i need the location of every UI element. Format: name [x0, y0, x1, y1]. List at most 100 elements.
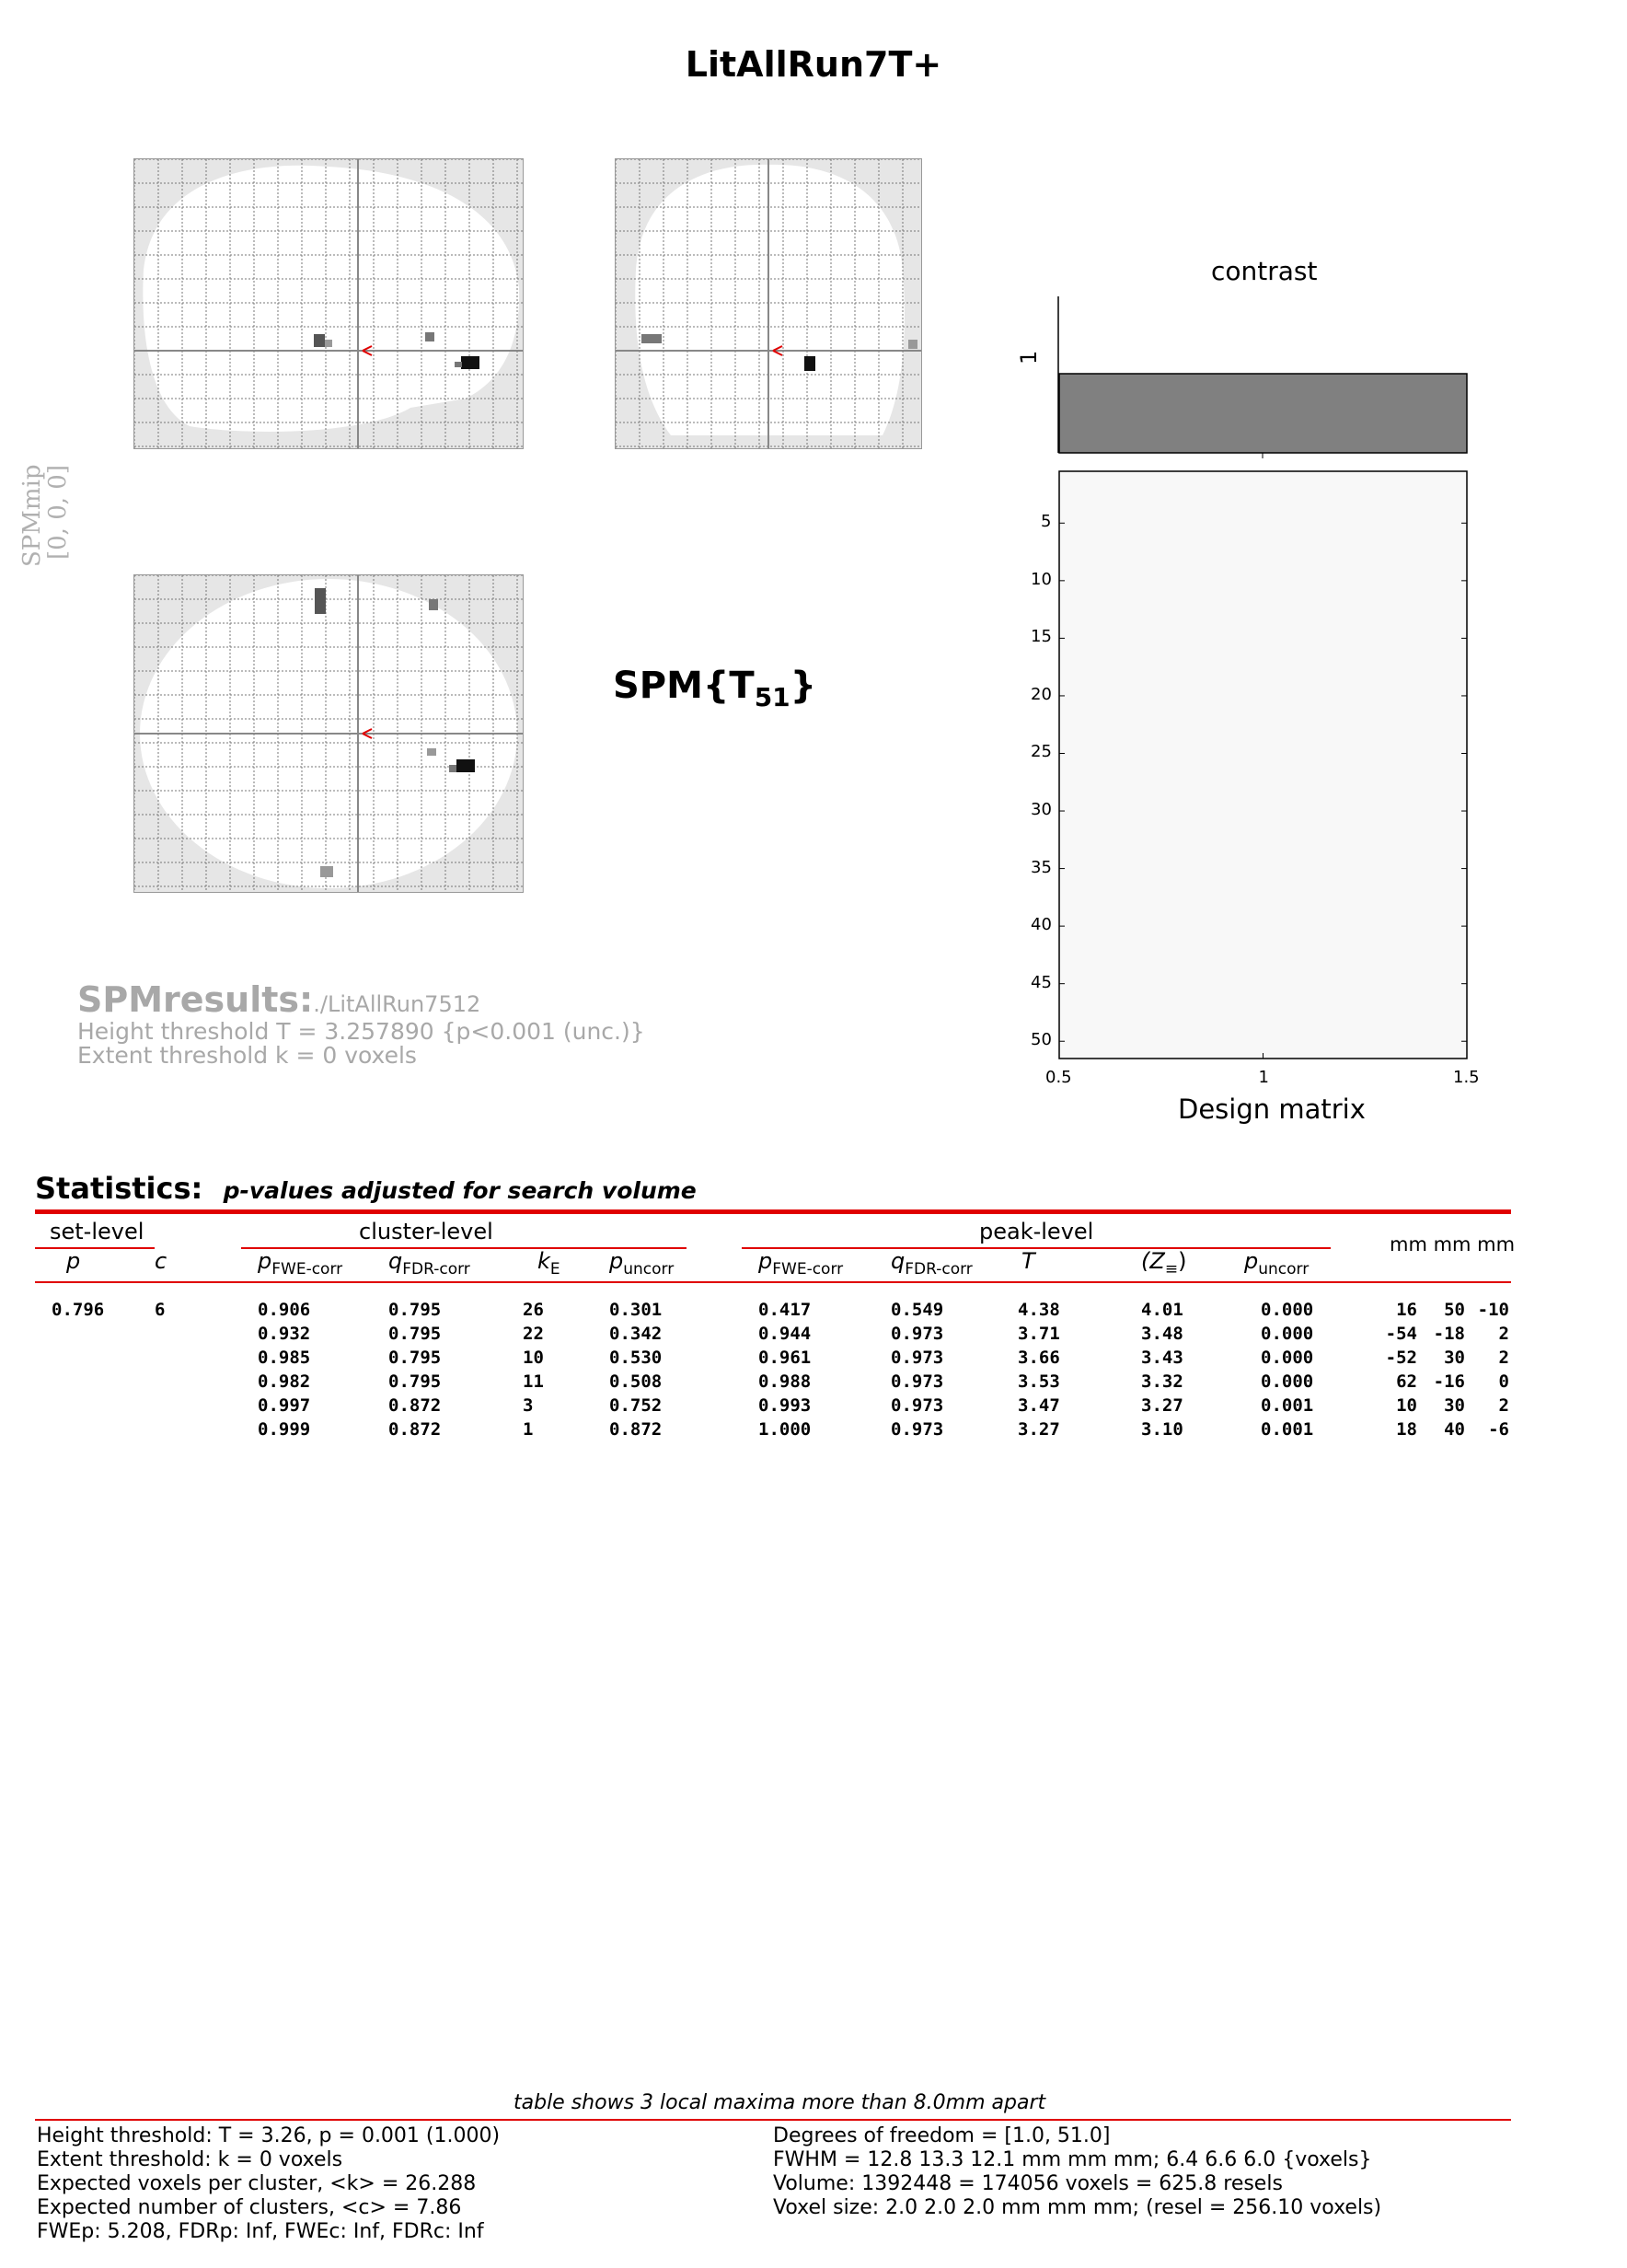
footer-left: Height threshold: T = 3.26, p = 0.001 (1… [37, 2124, 500, 2244]
table-cell-coord-y: 40 [1444, 1419, 1465, 1440]
table-cell-coord-y: 50 [1444, 1300, 1465, 1320]
table-cell-pk_pfwe: 0.961 [758, 1348, 812, 1368]
footer-left-line: Height threshold: T = 3.26, p = 0.001 (1… [37, 2124, 501, 2147]
y-tick-label: 20 [1031, 684, 1052, 704]
col-cluster-qfdr: qFDR-corr [388, 1248, 470, 1279]
footer-rule [35, 2119, 1511, 2121]
col-cluster-qfdr-sym: q [388, 1248, 403, 1274]
col-cluster-ke: kE [537, 1248, 560, 1279]
col-peak-punc-sub: uncorr [1258, 1259, 1310, 1279]
y-tick-label: 40 [1031, 915, 1052, 935]
contrast-title: contrast [1211, 256, 1318, 286]
table-cell-cl_qfdr: 0.872 [388, 1395, 442, 1416]
table-cell-coord-y: -18 [1433, 1324, 1465, 1344]
table-cell-cl_pfwe: 0.982 [258, 1371, 311, 1392]
col-peak-punc-sym: p [1244, 1248, 1259, 1274]
col-set-p: p [66, 1248, 81, 1274]
mip-coronal-view[interactable] [615, 158, 922, 449]
table-cell-ke: 26 [523, 1300, 544, 1320]
col-peak-pfwe: pFWE-corr [758, 1248, 843, 1279]
table-cell-cl_pfwe: 0.999 [258, 1419, 311, 1440]
table-cell-t: 3.53 [1018, 1371, 1060, 1392]
table-cell-coord-x: 10 [1396, 1395, 1417, 1416]
col-peak-pfwe-sub: FWE-corr [772, 1259, 844, 1279]
table-cell-cl_qfdr: 0.872 [388, 1419, 442, 1440]
statistics-heading: Statistics: p-values adjusted for search… [35, 1171, 697, 1206]
table-cell-pk_pfwe: 0.988 [758, 1371, 812, 1392]
spm-stat-name: SPM{T [613, 665, 755, 707]
table-cell-pk_punc: 0.001 [1261, 1419, 1314, 1440]
cluster-rule [241, 1247, 687, 1249]
footer-right-line: Degrees of freedom = [1.0, 51.0] [773, 2124, 1111, 2147]
results-heading: SPMresults: [77, 979, 314, 1020]
footer-left-line: FWEp: 5.208, FDRp: Inf, FWEc: Inf, FDRc:… [37, 2220, 484, 2243]
table-cell-cl_pfwe: 0.932 [258, 1324, 311, 1344]
table-cell-coord-zc: 2 [1498, 1348, 1509, 1368]
table-cell-cl_punc: 0.872 [609, 1419, 663, 1440]
table-cell-cl_punc: 0.342 [609, 1324, 663, 1344]
mip-sagittal-view[interactable] [133, 158, 524, 449]
spm-stat-df: 51 [754, 682, 790, 712]
table-cell-t: 4.38 [1018, 1300, 1060, 1320]
table-cell-z: 3.43 [1141, 1348, 1183, 1368]
col-peak-pfwe-sym: p [758, 1248, 773, 1274]
table-cell-z: 4.01 [1141, 1300, 1183, 1320]
table-cell-ke: 3 [523, 1395, 534, 1416]
table-cell-pk_punc: 0.000 [1261, 1300, 1314, 1320]
group-set-level: set-level [50, 1219, 144, 1244]
table-cell-cl_pfwe: 0.985 [258, 1348, 311, 1368]
col-cluster-punc: puncorr [609, 1248, 674, 1279]
table-cell-coord-zc: 2 [1498, 1324, 1509, 1344]
set-level-p: 0.796 [52, 1300, 105, 1320]
table-cell-coord-x: -54 [1385, 1324, 1417, 1344]
footer-right-line: FWHM = 12.8 13.3 12.1 mm mm mm; 6.4 6.6 … [773, 2148, 1372, 2171]
mip-axial-view[interactable] [133, 574, 524, 893]
statistics-title: Statistics: [35, 1171, 203, 1206]
y-tick-label: 45 [1031, 972, 1052, 992]
col-peak-z-sym: (Z [1141, 1248, 1165, 1274]
table-cell-ke: 1 [523, 1419, 534, 1440]
table-cell-coord-x: 62 [1396, 1371, 1417, 1392]
design-matrix-xlabel: Design matrix [1178, 1094, 1366, 1125]
statistics-subtitle: p-values adjusted for search volume [223, 1177, 697, 1204]
col-cluster-pfwe-sub: FWE-corr [271, 1259, 343, 1279]
y-tick-label: 10 [1031, 569, 1052, 589]
table-cell-ke: 10 [523, 1348, 544, 1368]
footer-right-line: Voxel size: 2.0 2.0 2.0 mm mm mm; (resel… [773, 2196, 1382, 2219]
col-set-c: c [155, 1248, 167, 1274]
col-cluster-ke-sub: E [549, 1259, 560, 1279]
spm-results-summary: SPMresults:./LitAllRun7512 Height thresh… [77, 979, 645, 1068]
table-cell-coord-x: 18 [1396, 1419, 1417, 1440]
col-peak-z: (Z≡) [1141, 1248, 1186, 1279]
table-cell-cl_qfdr: 0.795 [388, 1371, 442, 1392]
table-cell-pk_pfwe: 1.000 [758, 1419, 812, 1440]
table-cell-cl_pfwe: 0.906 [258, 1300, 311, 1320]
table-cell-cl_punc: 0.301 [609, 1300, 663, 1320]
group-peak-level: peak-level [979, 1219, 1094, 1244]
y-tick-label: 25 [1031, 742, 1052, 762]
col-cluster-qfdr-sub: FDR-corr [402, 1259, 470, 1279]
set-rule [35, 1247, 155, 1249]
mip-axial-image [134, 575, 523, 892]
table-cell-pk_qfdr: 0.973 [891, 1348, 944, 1368]
table-cell-pk_punc: 0.000 [1261, 1324, 1314, 1344]
col-peak-qfdr-sub: FDR-corr [905, 1259, 973, 1279]
group-coordinates: mm mm mm [1390, 1233, 1516, 1256]
table-cell-z: 3.48 [1141, 1324, 1183, 1344]
spm-statistic-label: SPM{T51} [613, 665, 816, 712]
table-top-rule [35, 1209, 1511, 1214]
table-cell-cl_qfdr: 0.795 [388, 1348, 442, 1368]
table-cell-pk_pfwe: 0.944 [758, 1324, 812, 1344]
footer-left-line: Expected number of clusters, <c> = 7.86 [37, 2196, 462, 2219]
table-cell-pk_pfwe: 0.417 [758, 1300, 812, 1320]
table-cell-pk_qfdr: 0.973 [891, 1419, 944, 1440]
y-tick-label: 30 [1031, 800, 1052, 820]
table-cell-coord-y: 30 [1444, 1395, 1465, 1416]
mip-coronal-image [616, 159, 921, 448]
table-cell-ke: 11 [523, 1371, 544, 1392]
table-cell-z: 3.27 [1141, 1395, 1183, 1416]
table-cell-cl_pfwe: 0.997 [258, 1395, 311, 1416]
table-cell-pk_qfdr: 0.973 [891, 1371, 944, 1392]
table-cell-z: 3.10 [1141, 1419, 1183, 1440]
table-caption: table shows 3 local maxima more than 8.0… [513, 2091, 1046, 2114]
